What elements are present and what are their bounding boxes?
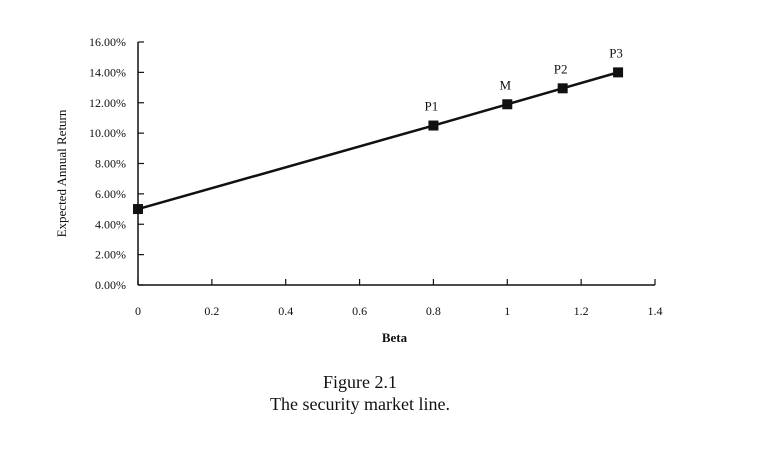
axes: 0.00% 2.00% 4.00% 6.00% 8.00% 10.00% 12.00% 14.…	[89, 35, 663, 318]
data-point-marker	[613, 67, 624, 78]
y-tick-label: 2.00%	[95, 248, 126, 262]
point-label: M	[500, 77, 512, 92]
y-ticks: 0.00% 2.00% 4.00% 6.00% 8.00% 10.00% 12.00% 14.…	[89, 35, 144, 292]
x-tick-label: 0	[135, 304, 141, 318]
point-label: P1	[425, 99, 439, 114]
x-tick-label: 0.6	[352, 304, 367, 318]
y-tick-label: 8.00%	[95, 157, 126, 171]
figure-number: Figure 2.1	[323, 372, 397, 392]
x-tick-label: 0.4	[278, 304, 293, 318]
data-point-marker	[502, 99, 513, 110]
data-point-marker	[428, 120, 439, 131]
y-tick-label: 12.00%	[89, 96, 126, 110]
x-tick-label: 1.4	[648, 304, 663, 318]
y-tick-label: 4.00%	[95, 217, 126, 231]
y-tick-label: 0.00%	[95, 278, 126, 292]
point-label: P2	[554, 61, 568, 76]
security-market-line	[137, 71, 619, 211]
y-tick-label: 14.00%	[89, 65, 126, 79]
figure-caption: The security market line.	[270, 394, 450, 414]
series: P1 M P2 P3	[133, 45, 624, 215]
y-tick-label: 16.00%	[89, 35, 126, 49]
x-tick-label: 0.8	[426, 304, 441, 318]
y-tick-label: 10.00%	[89, 126, 126, 140]
x-axis-title: Beta	[382, 330, 408, 345]
y-axis-title: Expected Annual Return	[54, 109, 69, 237]
data-point-marker	[557, 83, 568, 94]
x-tick-label: 0.2	[204, 304, 219, 318]
x-ticks: 0 0.2 0.4 0.6 0.8 1 1.2 1.4	[135, 279, 663, 318]
x-tick-label: 1	[504, 304, 510, 318]
point-label: P3	[609, 45, 623, 60]
data-point-marker	[133, 204, 143, 215]
y-tick-label: 6.00%	[95, 187, 126, 201]
x-tick-label: 1.2	[574, 304, 589, 318]
